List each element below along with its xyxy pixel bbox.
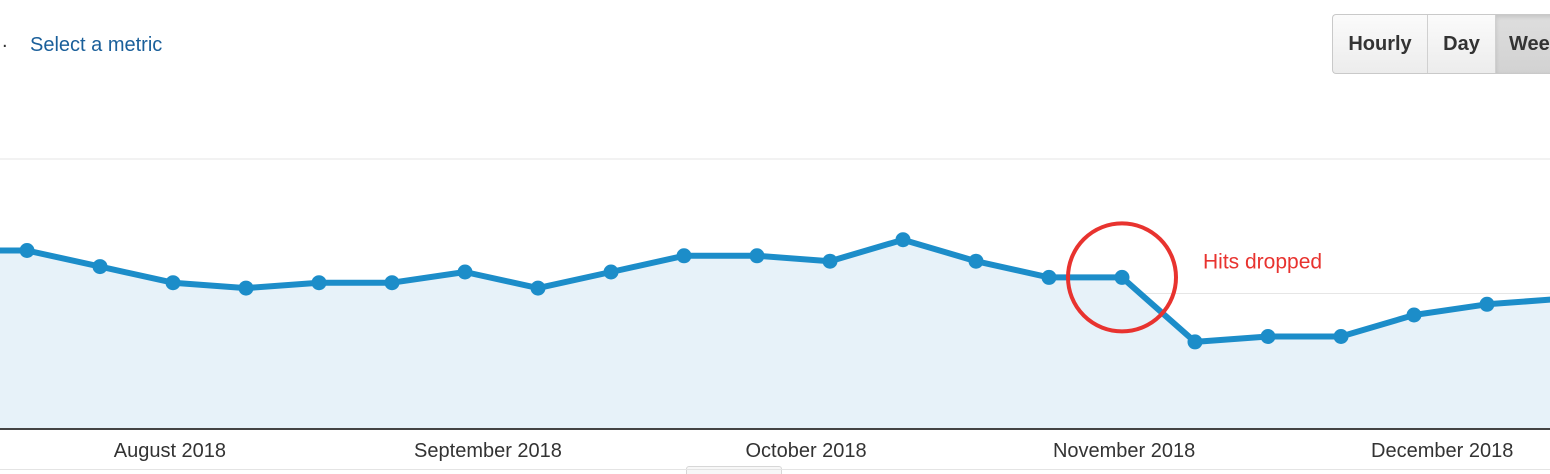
chart-scroll-handle[interactable] [686,466,782,474]
data-point-8 [530,280,546,296]
data-point-19 [1333,329,1349,344]
granularity-toggle: Hourly Day Wee [1332,14,1550,74]
data-point-17 [1187,334,1203,350]
x-tick-label: December 2018 [1371,440,1513,462]
data-point-11 [749,248,765,264]
data-point-21 [1479,296,1495,312]
x-tick-label: September 2018 [414,440,562,462]
data-point-1 [19,243,35,258]
data-point-9 [603,264,619,280]
x-tick-label: October 2018 [745,440,866,462]
week-button[interactable]: Wee [1496,15,1550,73]
series-line [0,236,1550,345]
data-point-14 [968,253,984,269]
hourly-button[interactable]: Hourly [1333,15,1428,73]
data-point-15 [1041,269,1057,285]
data-point-5 [311,275,327,291]
data-point-6 [384,275,400,291]
annotation-label: Hits dropped [1203,250,1322,273]
data-point-2 [92,259,108,275]
truncated-separator: . [2,30,8,52]
data-point-12 [822,253,838,269]
day-button[interactable]: Day [1428,15,1496,73]
data-point-18 [1260,329,1276,344]
annotation-circle [1066,221,1178,334]
data-point-20 [1406,307,1422,323]
data-point-13 [895,232,911,248]
x-tick-label: November 2018 [1053,440,1195,462]
data-point-4 [238,280,254,296]
footer-divider [0,469,1550,470]
data-point-7 [457,264,473,280]
x-tick-label: August 2018 [114,440,226,462]
data-point-16 [1114,269,1130,285]
data-point-3 [165,275,181,291]
data-point-10 [676,248,692,264]
select-metric-link[interactable]: Select a metric [30,34,163,56]
